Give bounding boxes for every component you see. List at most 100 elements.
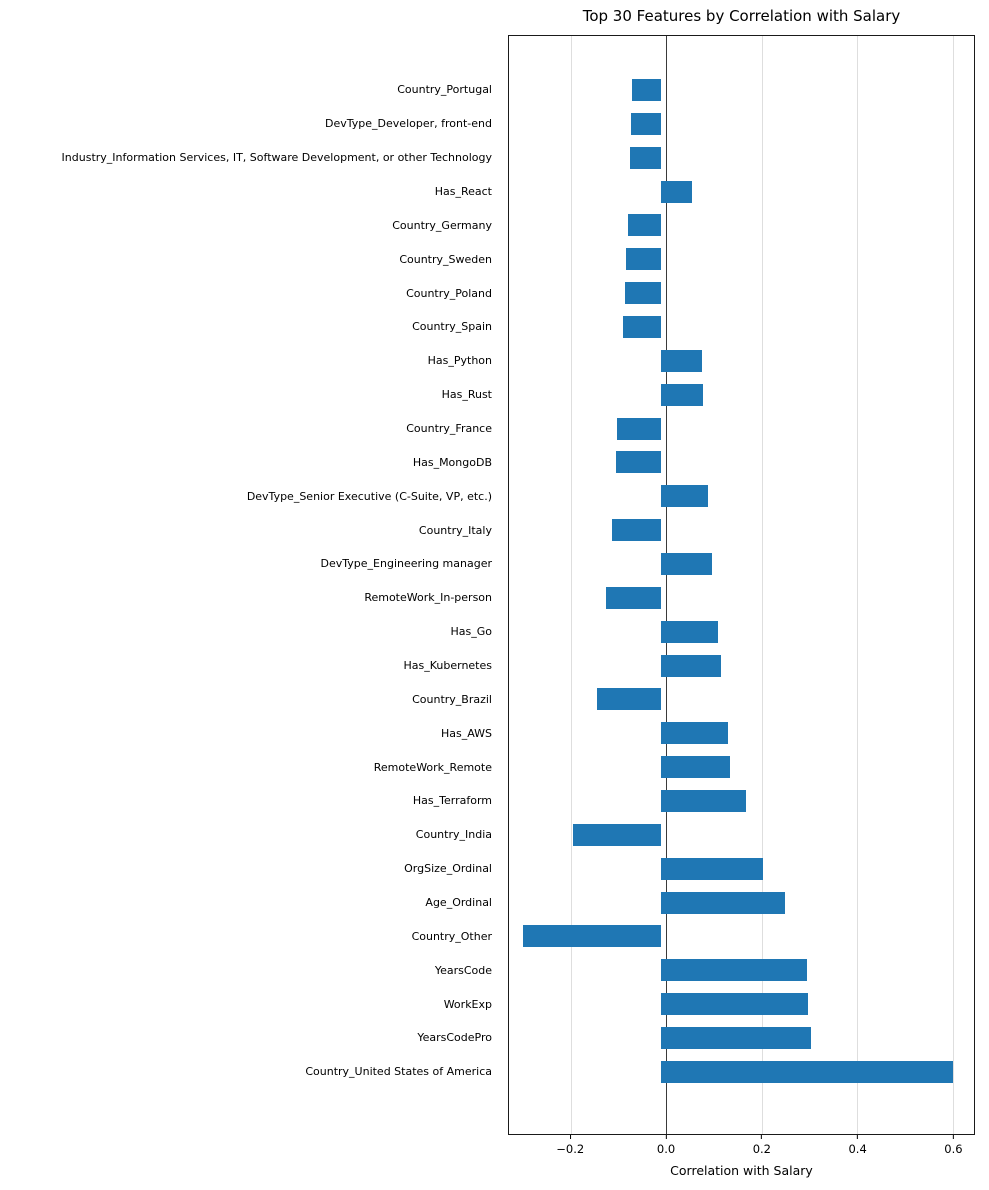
tick-mark [761,1135,763,1139]
category-label: RemoteWork_In-person [364,591,492,605]
bar [660,756,730,779]
bar [660,1060,954,1083]
gridline [952,36,954,1134]
category-label: DevType_Developer, front-end [325,117,492,131]
bar-track [500,649,975,683]
x-tick: −0.2 [556,1135,584,1156]
category-label: Country_United States of America [305,1065,492,1079]
category-label: YearsCode [434,963,492,977]
gridline [857,36,859,1134]
category-label: Has_Go [450,625,493,639]
bar [622,315,661,338]
bar-track [500,615,975,649]
category-label: Country_Portugal [397,83,492,97]
bar-track [500,682,975,716]
bar-row: Country_Portugal [0,73,975,107]
gridline [761,36,763,1134]
tick-mark [665,1135,667,1139]
tick-label: 0.2 [752,1142,771,1156]
category-label: RemoteWork_Remote [373,760,492,774]
x-tick: 0.2 [753,1135,771,1156]
bar-row: Has_MongoDB [0,445,975,479]
bar [660,1026,811,1049]
category-label: Has_AWS [440,726,492,740]
category-label: DevType_Senior Executive (C-Suite, VP, e… [246,489,492,503]
bar-track [500,1021,975,1055]
category-label: Country_Other [411,929,492,943]
bar [660,891,785,914]
bar-row: Country_Germany [0,208,975,242]
category-label: Country_Brazil [412,692,492,706]
category-label: Has_Rust [441,388,492,402]
bar-track [500,208,975,242]
x-tick: 0.4 [848,1135,867,1156]
bar [615,451,661,474]
bar [625,248,661,271]
category-label: Country_Italy [418,523,492,537]
bar-track [500,581,975,615]
bar-row: Has_AWS [0,716,975,750]
bar-track [500,987,975,1021]
bar-track [500,73,975,107]
bar-track [500,242,975,276]
bar [660,857,764,880]
tick-mark [857,1135,859,1139]
bar-track [500,716,975,750]
bar [660,722,728,745]
bar-row: Country_France [0,412,975,446]
bar [628,214,661,237]
bar-row: RemoteWork_In-person [0,581,975,615]
bar [660,993,809,1016]
rows: Country_Portugal DevType_Developer, front… [0,73,975,1089]
bar-row: Has_Go [0,615,975,649]
bar [612,519,661,542]
category-label: Country_Sweden [399,252,492,266]
bar [605,586,661,609]
bar [660,485,708,508]
bar-row: Country_India [0,818,975,852]
bar-track [500,276,975,310]
tick-mark [569,1135,571,1139]
bar-track [500,479,975,513]
bar-track [500,141,975,175]
bar [660,383,703,406]
category-label: Country_Spain [412,320,492,334]
bar [660,620,719,643]
bar-row: RemoteWork_Remote [0,750,975,784]
category-label: YearsCodePro [417,1031,492,1045]
bar-row: Country_Brazil [0,682,975,716]
bar [631,112,661,135]
bar-track [500,886,975,920]
gridline [571,36,572,1134]
bar [660,789,747,812]
zero-line [666,36,668,1134]
bar-row: Country_Italy [0,513,975,547]
bar-row: YearsCodePro [0,1021,975,1055]
bar-row: Age_Ordinal [0,886,975,920]
bar-track [500,547,975,581]
category-label: OrgSize_Ordinal [404,862,492,876]
bar-row: DevType_Engineering manager [0,547,975,581]
bar-track [500,378,975,412]
bar-track [500,310,975,344]
bar-row: OrgSize_Ordinal [0,852,975,886]
category-label: Has_React [434,185,492,198]
bar [573,823,661,846]
x-tick: 0.0 [657,1135,675,1156]
bar-track [500,107,975,141]
category-label: Has_MongoDB [412,455,492,469]
category-label: WorkExp [443,997,492,1011]
bar-row: Has_React [0,175,975,209]
category-label: DevType_Engineering manager [320,557,492,571]
bar-track [500,953,975,987]
bar [616,417,661,440]
category-label: Country_Poland [406,286,492,300]
category-label: Age_Ordinal [425,896,492,910]
bar-row: Has_Rust [0,378,975,412]
bar-row: Country_Other [0,919,975,953]
tick-mark [952,1135,954,1139]
bar-row: Country_Spain [0,310,975,344]
bar-track [500,919,975,953]
x-axis-label: Correlation with Salary [670,1163,813,1178]
bar-track [500,445,975,479]
